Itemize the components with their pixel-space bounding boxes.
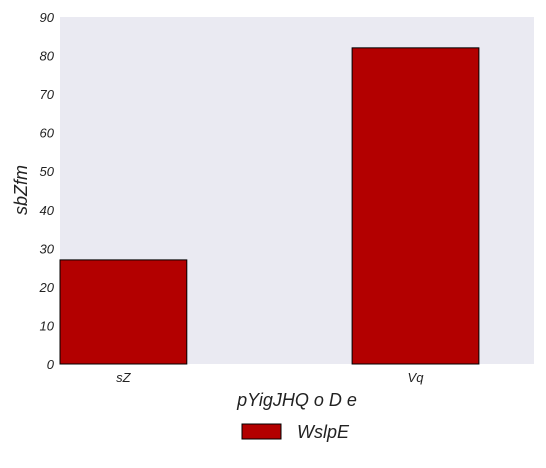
- y-tick-label: 40: [40, 203, 55, 218]
- x-tick-label: sZ: [116, 370, 132, 385]
- y-tick-label: 50: [40, 164, 55, 179]
- x-tick-labels: sZ Vq: [116, 370, 424, 385]
- y-tick-label: 30: [40, 241, 55, 256]
- bars-group: [59, 47, 480, 365]
- y-tick-labels: 0 10 20 30 40 50 60 70 80 90: [39, 10, 55, 372]
- y-tick-label: 90: [40, 10, 55, 25]
- y-axis-label: sbZfm: [11, 165, 31, 215]
- y-tick-label: 0: [47, 357, 55, 372]
- bar-Vq: [351, 47, 480, 365]
- y-tick-label: 70: [40, 87, 55, 102]
- y-tick-label: 10: [40, 318, 55, 333]
- y-tick-label: 20: [39, 280, 55, 295]
- legend-label: WslpE: [297, 422, 350, 442]
- y-tick-label: 60: [40, 126, 55, 141]
- legend-swatch: [241, 423, 282, 440]
- x-axis-label: pYigJHQ o D e: [236, 390, 357, 410]
- x-tick-label: Vq: [408, 370, 425, 385]
- legend: WslpE: [241, 422, 350, 442]
- bar-sZ: [59, 259, 188, 365]
- y-tick-label: 80: [40, 49, 55, 64]
